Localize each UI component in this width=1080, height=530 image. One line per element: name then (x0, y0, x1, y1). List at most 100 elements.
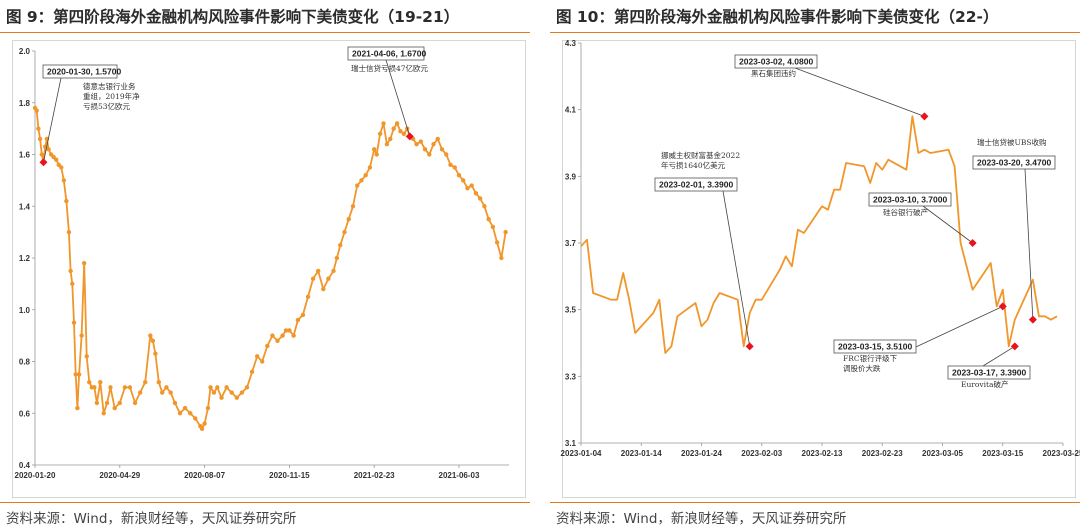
data-point (104, 400, 110, 406)
data-point (456, 173, 462, 178)
x-tick-label: 2023-01-04 (561, 449, 602, 458)
data-point (254, 354, 260, 359)
data-point (84, 354, 89, 359)
data-point (350, 204, 356, 209)
annotation-note: Eurovita破产 (961, 379, 1009, 389)
y-tick-label: 0.6 (19, 409, 31, 418)
data-point (108, 385, 113, 390)
data-point (422, 147, 428, 152)
data-point (36, 126, 41, 131)
data-point (177, 411, 183, 416)
x-tick-label: 2021-02-23 (354, 471, 395, 480)
data-point (394, 121, 400, 126)
data-point (34, 108, 39, 113)
annotation-label-box (972, 155, 1056, 170)
data-point (260, 359, 265, 364)
data-point (342, 229, 347, 235)
data-point (137, 390, 143, 395)
annotation: 2023-03-10, 3.7000 硅谷银行破产 (868, 192, 977, 247)
highlight-point (1028, 315, 1037, 324)
data-point (224, 385, 229, 390)
data-point (98, 380, 103, 385)
annotation-leader-line (722, 190, 751, 347)
data-point (503, 229, 508, 235)
highlight-point (1010, 342, 1019, 351)
annotation-label: 2023-03-20, 3.4700 (977, 158, 1051, 168)
data-point (127, 385, 133, 390)
data-point (202, 421, 207, 426)
x-tick-label: 2023-01-14 (621, 449, 662, 458)
data-point (338, 242, 343, 248)
x-tick-label: 2023-01-24 (681, 449, 722, 458)
data-point (270, 333, 275, 338)
data-point (193, 416, 198, 421)
x-tick-label: 2021-06-03 (439, 471, 480, 480)
x-tick-label: 2023-02-03 (741, 449, 782, 458)
y-tick-label: 0.8 (19, 358, 31, 367)
data-point (414, 141, 419, 147)
y-tick-label: 1.8 (19, 99, 31, 108)
annotation-label-box (654, 177, 738, 192)
annotation-note: FRC银行评级下 (843, 353, 898, 363)
axes: 0.4 0.6 0.8 1.0 1.2 1.4 1.6 1.8 2.0 2020-01-20 202… (15, 47, 509, 480)
annotation-label-box (947, 365, 1031, 380)
data-point (73, 372, 78, 377)
data-point (418, 139, 424, 144)
axes: 3.1 3.3 3.5 3.7 3.9 4.1 4.3 2023-01-04 2023-01-1… (561, 39, 1080, 458)
data-point (452, 165, 457, 170)
data-point (371, 147, 377, 152)
data-point (205, 405, 211, 411)
data-point (461, 178, 466, 183)
data-point (92, 385, 97, 390)
y-tick-label: 1.0 (19, 306, 31, 315)
data-point (388, 136, 393, 142)
data-point (499, 255, 504, 261)
y-tick-label: 1.6 (19, 151, 31, 160)
data-point (143, 380, 148, 385)
y-tick-label: 3.7 (565, 239, 577, 248)
annotation-label: 2023-03-15, 3.5100 (838, 342, 912, 352)
data-point (359, 178, 364, 183)
data-point (187, 411, 193, 416)
data-point (295, 317, 301, 323)
annotation-note: 亏损53亿欧元 (83, 101, 131, 111)
data-point (326, 276, 331, 281)
data-point (486, 216, 491, 222)
data-point (219, 395, 224, 400)
data-point (431, 141, 436, 147)
data-point (153, 351, 158, 356)
data-point (168, 390, 173, 395)
data-point (182, 405, 188, 411)
data-point (490, 224, 496, 230)
annotation-label: 2023-03-17, 3.3900 (952, 368, 1026, 378)
annotation-note: 重组，2019年净 (83, 91, 140, 101)
data-point (159, 390, 165, 395)
y-tick-label: 4.3 (565, 39, 577, 48)
data-point (275, 338, 280, 343)
data-point (112, 405, 117, 411)
figure-title: 图 10：第四阶段海外金融机构风险事件影响下美债变化（22-） (556, 8, 999, 26)
annotation-leader-line (922, 205, 973, 244)
series-points (32, 105, 508, 431)
y-tick-label: 3.3 (565, 372, 577, 381)
data-point (401, 131, 407, 136)
data-point (300, 312, 306, 318)
data-point (76, 372, 82, 377)
x-tick-label: 2020-11-15 (269, 471, 310, 480)
annotation-label-box (868, 192, 952, 207)
annotation-label: 2021-04-06, 1.6700 (352, 49, 426, 59)
highlight-point (405, 132, 414, 141)
series-line (34, 107, 507, 430)
data-point (215, 385, 220, 390)
data-point (46, 147, 51, 152)
data-point (211, 390, 217, 395)
data-point (68, 268, 73, 274)
data-point (435, 136, 440, 142)
data-point (150, 338, 156, 343)
y-tick-label: 2.0 (19, 47, 31, 56)
x-tick-label: 2020-08-07 (184, 471, 225, 480)
data-point (283, 328, 289, 333)
data-point (239, 390, 245, 395)
